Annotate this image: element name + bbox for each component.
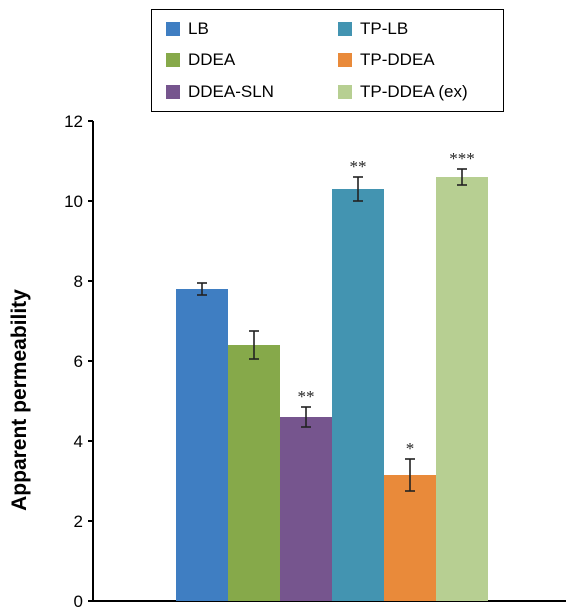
legend-label-tp-ddea-ex: TP-DDEA (ex)	[360, 82, 468, 101]
legend-swatch-tp-lb	[338, 22, 352, 36]
y-tick-label-4: 4	[74, 432, 83, 451]
error-bar-ddea-sln	[301, 406, 311, 428]
bar-tp-lb	[332, 189, 384, 601]
error-bar-ddea	[249, 330, 259, 360]
legend-swatch-lb	[166, 22, 180, 36]
legend-item-tp-lb: TP-LB	[338, 19, 408, 39]
legend-label-ddea: DDEA	[188, 50, 236, 69]
legend-label-tp-ddea: TP-DDEA	[360, 50, 435, 69]
legend-swatch-ddea-sln	[166, 85, 180, 99]
legend-label-tp-lb: TP-LB	[360, 19, 409, 38]
y-tick-label-12: 12	[64, 112, 83, 131]
bar-lb	[176, 289, 228, 601]
y-tick-label-2: 2	[74, 512, 83, 531]
bar-tp-ddea	[384, 475, 436, 601]
error-bar-lb	[197, 282, 207, 296]
significance-label-tp-ddea: *	[406, 439, 415, 458]
legend: LB TP-LB DDEA TP-DDEA DDEA-SLN TP-DDEA (…	[151, 9, 504, 112]
y-tick-label-6: 6	[74, 352, 83, 371]
y-tick-label-0: 0	[74, 592, 83, 608]
bar-ddea	[228, 345, 280, 601]
legend-label-ddea-sln: DDEA-SLN	[188, 82, 274, 101]
legend-item-tp-ddea-ex: TP-DDEA (ex)	[338, 82, 468, 102]
legend-item-ddea-sln: DDEA-SLN	[166, 82, 274, 102]
legend-swatch-ddea	[166, 53, 180, 67]
legend-item-lb: LB	[166, 19, 209, 39]
bar-tp-ddea-ex	[436, 177, 488, 601]
legend-item-ddea: DDEA	[166, 50, 235, 70]
error-bar-tp-ddea-ex	[457, 168, 467, 186]
y-tick-label-10: 10	[64, 192, 83, 211]
y-tick-label-8: 8	[74, 272, 83, 291]
legend-label-lb: LB	[188, 19, 209, 38]
significance-label-tp-lb: **	[350, 157, 367, 176]
significance-label-ddea-sln: **	[298, 387, 315, 406]
error-bar-tp-ddea	[405, 458, 415, 492]
legend-item-tp-ddea: TP-DDEA	[338, 50, 435, 70]
error-bar-tp-lb	[353, 176, 363, 202]
legend-swatch-tp-ddea-ex	[338, 85, 352, 99]
significance-label-tp-ddea-ex: ***	[449, 149, 475, 168]
legend-swatch-tp-ddea	[338, 53, 352, 67]
bar-ddea-sln	[280, 417, 332, 601]
